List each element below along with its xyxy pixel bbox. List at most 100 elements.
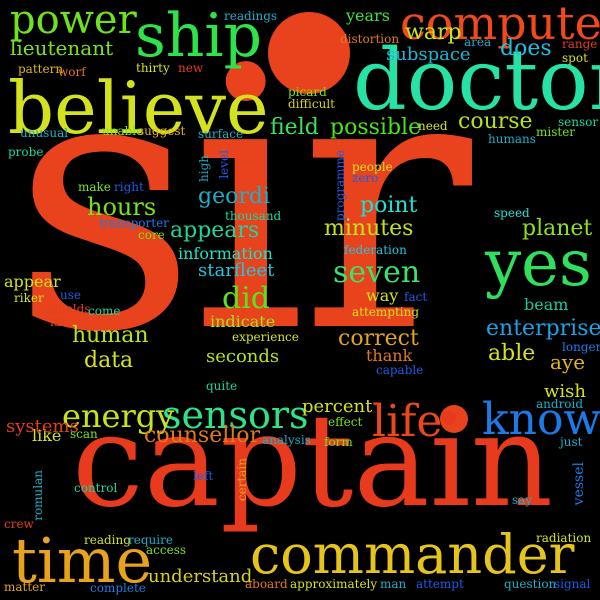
word-high: high bbox=[197, 155, 211, 182]
word-federation: federation bbox=[344, 243, 407, 257]
word-geordi: geordi bbox=[198, 184, 270, 209]
word-thirty: thirty bbox=[136, 61, 170, 75]
word-surface: surface bbox=[198, 127, 244, 141]
word-correct: correct bbox=[338, 326, 419, 351]
word-come: come bbox=[88, 304, 121, 318]
word-man: man bbox=[380, 577, 407, 591]
word-android: android bbox=[536, 397, 584, 411]
word-life: life bbox=[372, 396, 443, 447]
word-warp: warp bbox=[405, 20, 462, 45]
word-percent: percent bbox=[302, 396, 373, 417]
word-radiation: radiation bbox=[536, 531, 592, 545]
word-make: make bbox=[78, 180, 111, 194]
word-understand: understand bbox=[148, 566, 253, 587]
word-new: new bbox=[178, 61, 204, 75]
word-shields: shields bbox=[48, 302, 91, 316]
word-sensors: sensors bbox=[162, 393, 309, 437]
word-people: people bbox=[352, 160, 393, 174]
word-question: question bbox=[504, 577, 557, 591]
word-thousand: thousand bbox=[225, 209, 282, 223]
word-right: right bbox=[114, 180, 144, 194]
word-core: core bbox=[138, 228, 165, 242]
word-believe: believe bbox=[8, 66, 269, 150]
word-crew: crew bbox=[4, 517, 34, 531]
word-humans: humans bbox=[488, 132, 536, 146]
word-information: information bbox=[178, 244, 273, 263]
word-hours: hours bbox=[87, 193, 157, 221]
word-course: course bbox=[458, 109, 533, 134]
word-certain: certain bbox=[235, 458, 249, 502]
word-sir: sir bbox=[12, 0, 472, 411]
word-experience: experience bbox=[232, 330, 299, 344]
word-form: form bbox=[324, 435, 353, 449]
word-captain: captain bbox=[72, 387, 554, 536]
word-probe: probe bbox=[8, 145, 44, 159]
word-seconds: seconds bbox=[206, 346, 280, 367]
word-worf: worf bbox=[58, 65, 86, 79]
word-counsellor: counsellor bbox=[144, 423, 261, 448]
word-riker: riker bbox=[14, 291, 44, 305]
word-systems: systems bbox=[6, 416, 79, 437]
word-fact: fact bbox=[404, 290, 428, 304]
word-quite: quite bbox=[206, 379, 238, 393]
word-capable: capable bbox=[376, 363, 424, 377]
word-matter: matter bbox=[4, 580, 46, 594]
word-time: time bbox=[12, 524, 153, 597]
word-aye: aye bbox=[550, 350, 586, 374]
word-lal: lal bbox=[50, 315, 65, 329]
word-require: require bbox=[128, 533, 173, 547]
word-picard: picard bbox=[288, 85, 327, 99]
word-suggest: suggest bbox=[138, 124, 186, 138]
word-planet: planet bbox=[522, 216, 593, 241]
word-reading: reading bbox=[84, 533, 131, 547]
word-appears: appears bbox=[170, 218, 260, 243]
word-unable: unable bbox=[102, 124, 144, 138]
word-yes: yes bbox=[485, 227, 592, 301]
word-vessel: vessel bbox=[571, 462, 587, 506]
word-complete: complete bbox=[90, 581, 146, 595]
word-access: access bbox=[146, 543, 187, 557]
word-level: level bbox=[217, 150, 231, 179]
word-doctor: doctor bbox=[353, 31, 600, 129]
word-sensor: sensor bbox=[558, 115, 599, 129]
word-control: control bbox=[74, 481, 118, 495]
word-say: say bbox=[512, 493, 533, 507]
small-dot-icon bbox=[440, 405, 468, 433]
word-attempting: attempting bbox=[352, 305, 420, 319]
word-human: human bbox=[72, 323, 149, 348]
word-indicate: indicate bbox=[210, 312, 276, 331]
word-did: did bbox=[222, 281, 271, 316]
word-thank: thank bbox=[366, 346, 413, 365]
word-seven: seven bbox=[333, 255, 421, 290]
word-just: just bbox=[560, 435, 583, 449]
word-mister: mister bbox=[536, 125, 576, 139]
word-programme: programme bbox=[333, 150, 347, 222]
word-speed: speed bbox=[494, 206, 530, 220]
word-wish: wish bbox=[544, 381, 586, 402]
word-point: point bbox=[360, 193, 418, 218]
word-attempt: attempt bbox=[416, 577, 464, 591]
word-aboard: aboard bbox=[245, 577, 288, 591]
word-enterprise: enterprise bbox=[486, 316, 600, 341]
word-lieutenant: lieutenant bbox=[10, 36, 114, 60]
word-possible: possible bbox=[330, 115, 422, 140]
word-beam: beam bbox=[524, 295, 569, 314]
word-know: know bbox=[482, 394, 600, 445]
word-unusual: unusual bbox=[20, 126, 69, 140]
word-computer: computer bbox=[400, 0, 600, 50]
word-area: area bbox=[464, 35, 492, 49]
word-way: way bbox=[366, 286, 399, 305]
word-readings: readings bbox=[224, 9, 278, 23]
word-left: left bbox=[193, 469, 214, 483]
word-like: like bbox=[32, 426, 62, 445]
word-range: range bbox=[562, 37, 598, 51]
word-zero: zero bbox=[352, 171, 379, 185]
word-approximately: approximately bbox=[290, 577, 378, 591]
word-signal: signal bbox=[554, 577, 591, 591]
word-analysis: analysis bbox=[262, 433, 311, 447]
word-effect: effect bbox=[328, 415, 363, 429]
word-field: field bbox=[270, 115, 319, 140]
large-dot-icon bbox=[268, 12, 350, 94]
word-distortion: distortion bbox=[340, 32, 400, 46]
